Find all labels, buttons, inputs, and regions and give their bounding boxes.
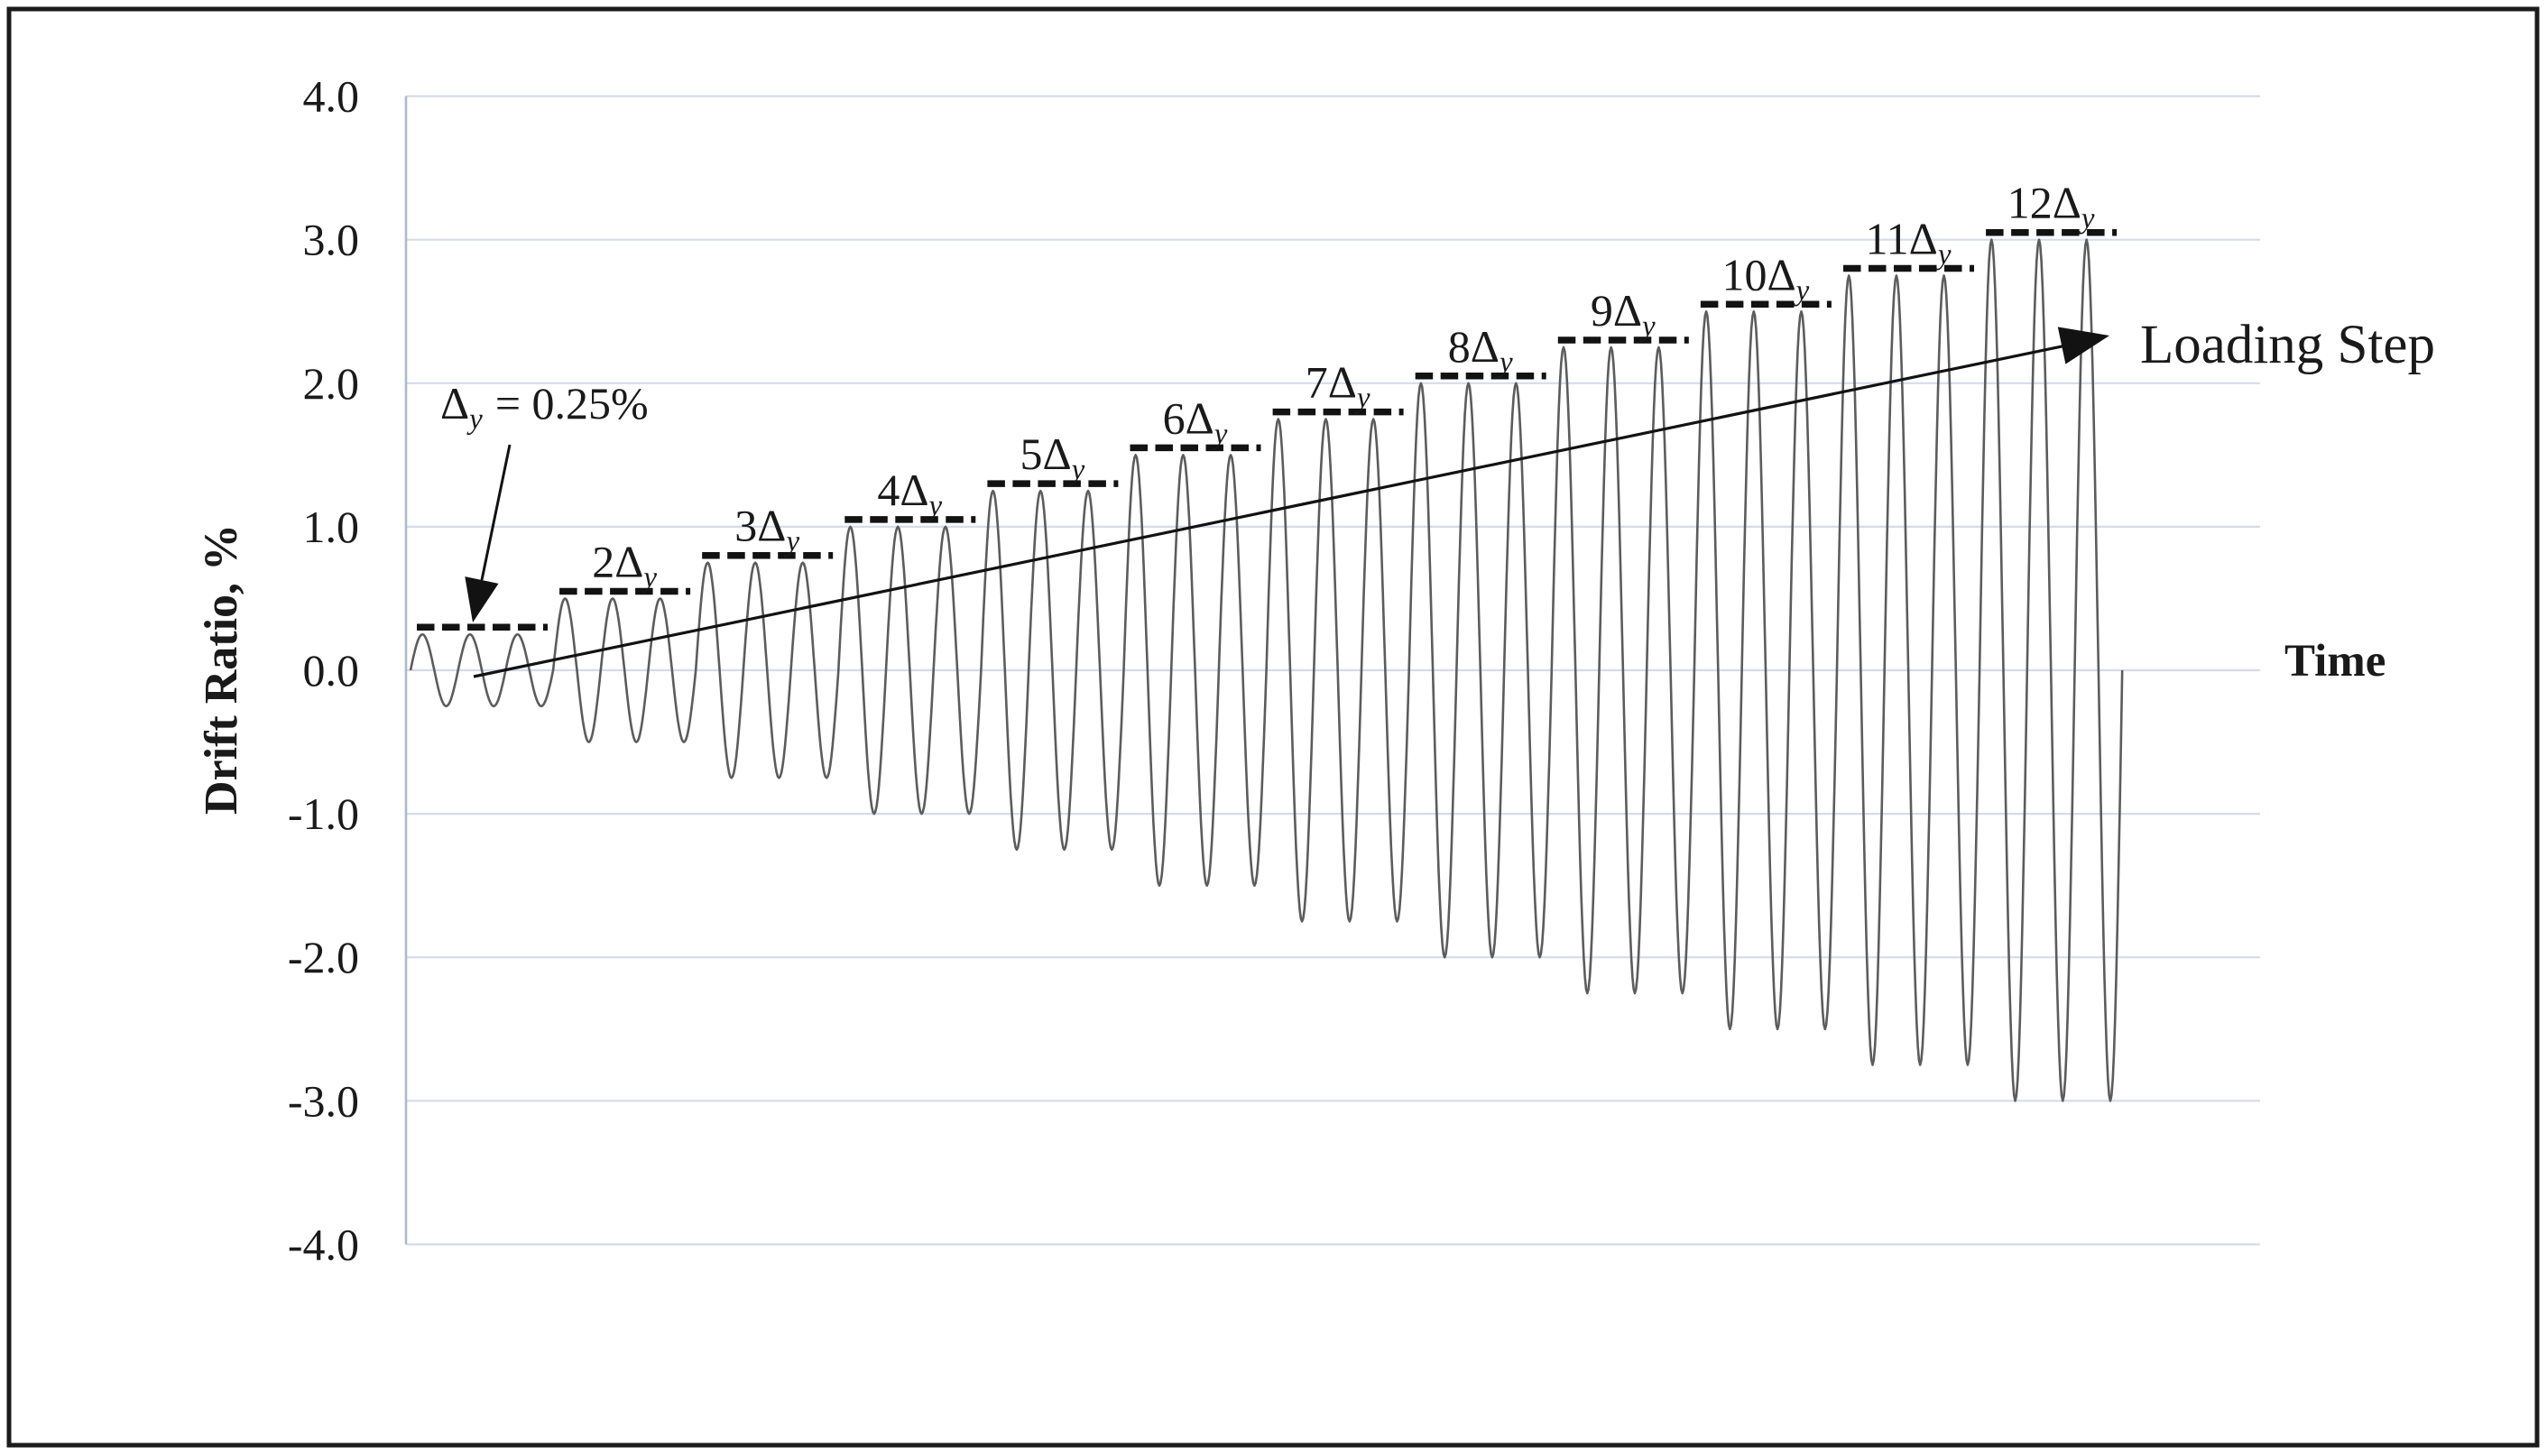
step-label: 6Δy <box>1163 392 1228 450</box>
yield-drift-annotation: Δy = 0.25% <box>440 378 649 436</box>
step-label: 10Δy <box>1721 249 1809 307</box>
y-tick-label: 0.0 <box>303 645 360 696</box>
y-tick-label: -4.0 <box>288 1219 359 1269</box>
drift-history-curve <box>409 238 2124 1102</box>
step-label: 12Δy <box>2007 178 2095 235</box>
y-tick-label: 4.0 <box>303 71 360 122</box>
drift-ratio-axis-title: Drift Ratio, % <box>196 524 247 815</box>
yield-drift-arrow <box>480 444 512 581</box>
step-label: 4Δy <box>877 465 942 522</box>
y-tick-label: -3.0 <box>288 1075 359 1126</box>
y-tick-label: -1.0 <box>288 788 359 839</box>
loading-step-arrowhead <box>2057 327 2109 364</box>
yield-drift-arrowhead <box>465 576 499 622</box>
time-axis-label: Time <box>2284 636 2386 687</box>
figure-frame <box>6 6 2540 1448</box>
step-label: 9Δy <box>1591 285 1656 343</box>
y-tick-label: 3.0 <box>303 215 360 265</box>
step-label: 5Δy <box>1020 429 1084 486</box>
step-label: 8Δy <box>1448 321 1513 379</box>
step-label: 2Δy <box>592 537 657 594</box>
loading-step-label: Loading Step <box>2140 315 2435 375</box>
loading-step-arrow <box>473 344 2067 678</box>
y-tick-label: -2.0 <box>288 932 359 982</box>
step-label: 7Δy <box>1306 357 1370 415</box>
step-label: 3Δy <box>734 501 799 558</box>
y-tick-label: 2.0 <box>303 358 360 409</box>
y-tick-label: 1.0 <box>303 502 360 552</box>
step-label: 11Δy <box>1866 214 1952 272</box>
